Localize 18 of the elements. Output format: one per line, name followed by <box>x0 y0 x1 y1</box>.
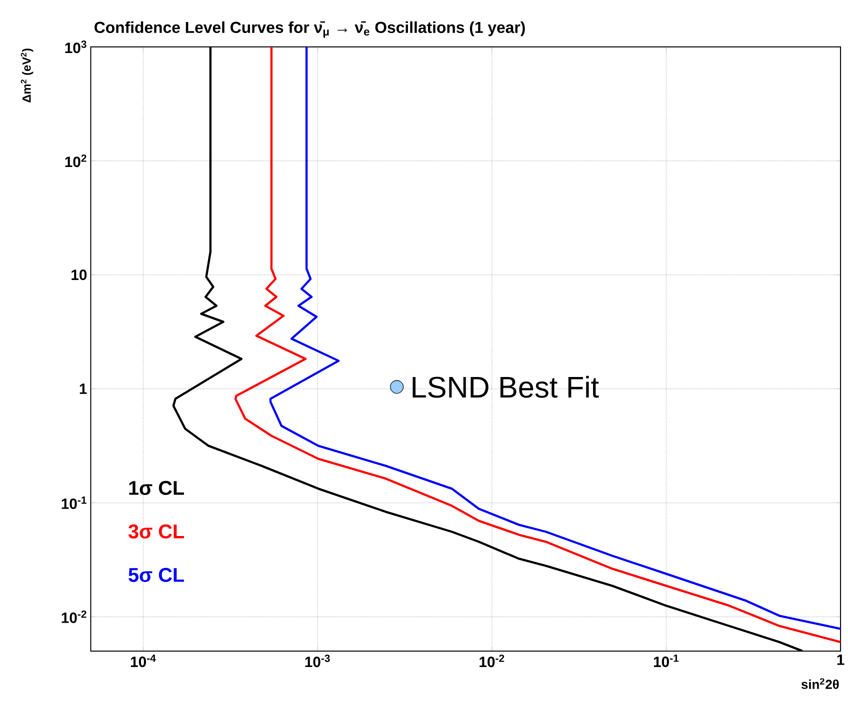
y-tick-label: 10$^{2}$ <box>65 154 86 168</box>
x-axis-title: sin$^{2}$2θ <box>801 678 839 690</box>
y-tick-label: 10$^{-1}$ <box>62 496 86 510</box>
y-tick-label: 1 <box>80 384 87 394</box>
y-axis-title: Δm$^{2}$ (eV$^{2}$) <box>20 48 34 102</box>
text: 5σ CL <box>128 568 184 582</box>
y-tick-label: 10 <box>72 270 87 280</box>
chart-title: Confidence Level Curves for ν̄$_{μ}$ → ν̄$_{e}$ Oscillations (1 year) <box>94 21 525 38</box>
y-tick-label: 10$^{3}$ <box>65 40 86 54</box>
x-tick-label: 10$^{-4}$ <box>130 654 156 668</box>
x-tick-label: 10$^{-1}$ <box>654 654 679 668</box>
text: 1σ CL <box>129 480 184 496</box>
y-tick-label: 10$^{-2}$ <box>62 610 86 624</box>
series-label: LSND Best Fit <box>412 376 599 398</box>
x-tick-label: 1 <box>837 654 844 665</box>
text: 3σ CL <box>128 524 184 539</box>
x-tick-label: 10$^{-2}$ <box>480 654 504 668</box>
x-tick-label: 10$^{-3}$ <box>305 654 330 668</box>
